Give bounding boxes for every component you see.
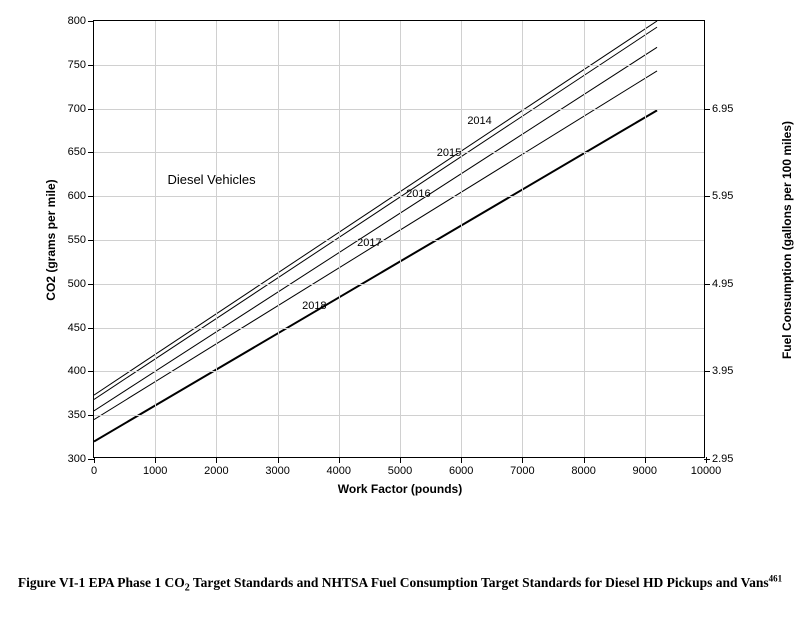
- chart-container: 3003504004505005506006507007508000100020…: [30, 10, 770, 510]
- y-tick-label: 400: [68, 365, 86, 377]
- x-tick: [216, 457, 217, 463]
- x-tick-label: 7000: [510, 465, 534, 477]
- gridline-v: [461, 21, 462, 457]
- caption-sup: 461: [769, 574, 783, 584]
- y-tick: [88, 196, 94, 197]
- gridline-v: [339, 21, 340, 457]
- y2-axis-title: Fuel Consumption (gallons per 100 miles): [780, 121, 794, 359]
- x-tick: [339, 457, 340, 463]
- y2-tick-label: 6.95: [712, 103, 733, 115]
- x-tick-label: 9000: [633, 465, 657, 477]
- x-tick-label: 2000: [204, 465, 228, 477]
- gridline-v: [278, 21, 279, 457]
- y2-tick-label: 5.95: [712, 190, 733, 202]
- x-tick-label: 5000: [388, 465, 412, 477]
- gridline-h: [94, 196, 704, 197]
- y-tick-label: 450: [68, 322, 86, 334]
- x-tick-label: 6000: [449, 465, 473, 477]
- y-tick: [88, 152, 94, 153]
- y-tick: [88, 21, 94, 22]
- gridline-h: [94, 284, 704, 285]
- series-line: [94, 47, 657, 411]
- y-tick: [88, 371, 94, 372]
- gridline-h: [94, 240, 704, 241]
- y-tick: [88, 415, 94, 416]
- y-tick: [88, 109, 94, 110]
- gridline-h: [94, 152, 704, 153]
- y2-tick-label: 3.95: [712, 365, 733, 377]
- y2-tick: [704, 109, 710, 110]
- gridline-v: [155, 21, 156, 457]
- plot-area: 3003504004505005506006507007508000100020…: [93, 20, 705, 458]
- gridline-h: [94, 415, 704, 416]
- x-tick: [584, 457, 585, 463]
- gridline-h: [94, 371, 704, 372]
- y-tick-label: 300: [68, 453, 86, 465]
- y-tick-label: 600: [68, 190, 86, 202]
- series-line: [94, 21, 657, 395]
- y-tick-label: 550: [68, 234, 86, 246]
- x-tick: [278, 457, 279, 463]
- x-tick-label: 10000: [691, 465, 722, 477]
- y-tick-label: 750: [68, 59, 86, 71]
- x-tick: [645, 457, 646, 463]
- caption-prefix: Figure VI-1 EPA Phase 1 CO: [18, 575, 185, 590]
- x-tick-label: 1000: [143, 465, 167, 477]
- y2-tick: [704, 459, 710, 460]
- gridline-v: [216, 21, 217, 457]
- y-tick-label: 500: [68, 278, 86, 290]
- series-label: 2017: [357, 237, 381, 249]
- series-label: 2016: [406, 188, 430, 200]
- x-tick: [522, 457, 523, 463]
- x-tick-label: 3000: [265, 465, 289, 477]
- series-line: [94, 110, 657, 441]
- y-tick: [88, 65, 94, 66]
- gridline-v: [400, 21, 401, 457]
- x-axis-title: Work Factor (pounds): [338, 482, 462, 496]
- x-tick-label: 8000: [571, 465, 595, 477]
- series-label: 2015: [437, 147, 461, 159]
- figure-caption: Figure VI-1 EPA Phase 1 CO2 Target Stand…: [0, 568, 800, 600]
- gridline-v: [522, 21, 523, 457]
- series-label: 2018: [302, 300, 326, 312]
- series-line: [94, 27, 657, 399]
- y-tick: [88, 240, 94, 241]
- chart-annotation: Diesel Vehicles: [167, 172, 255, 187]
- x-tick: [461, 457, 462, 463]
- x-tick: [706, 457, 707, 463]
- gridline-h: [94, 328, 704, 329]
- y-tick-label: 650: [68, 146, 86, 158]
- x-tick-label: 0: [91, 465, 97, 477]
- gridline-h: [94, 65, 704, 66]
- x-tick: [94, 457, 95, 463]
- y-tick-label: 700: [68, 103, 86, 115]
- y-tick: [88, 284, 94, 285]
- series-label: 2014: [467, 115, 491, 127]
- y2-tick-label: 4.95: [712, 278, 733, 290]
- y-axis-title: CO2 (grams per mile): [44, 179, 58, 300]
- caption-middle: Target Standards and NHTSA Fuel Consumpt…: [190, 575, 769, 590]
- x-tick: [400, 457, 401, 463]
- x-tick-label: 4000: [327, 465, 351, 477]
- y-tick: [88, 328, 94, 329]
- x-tick: [155, 457, 156, 463]
- gridline-v: [584, 21, 585, 457]
- y2-tick: [704, 284, 710, 285]
- y2-tick: [704, 371, 710, 372]
- y-tick-label: 800: [68, 15, 86, 27]
- y2-tick: [704, 196, 710, 197]
- y2-tick-label: 2.95: [712, 453, 733, 465]
- y-tick-label: 350: [68, 409, 86, 421]
- gridline-v: [645, 21, 646, 457]
- gridline-h: [94, 109, 704, 110]
